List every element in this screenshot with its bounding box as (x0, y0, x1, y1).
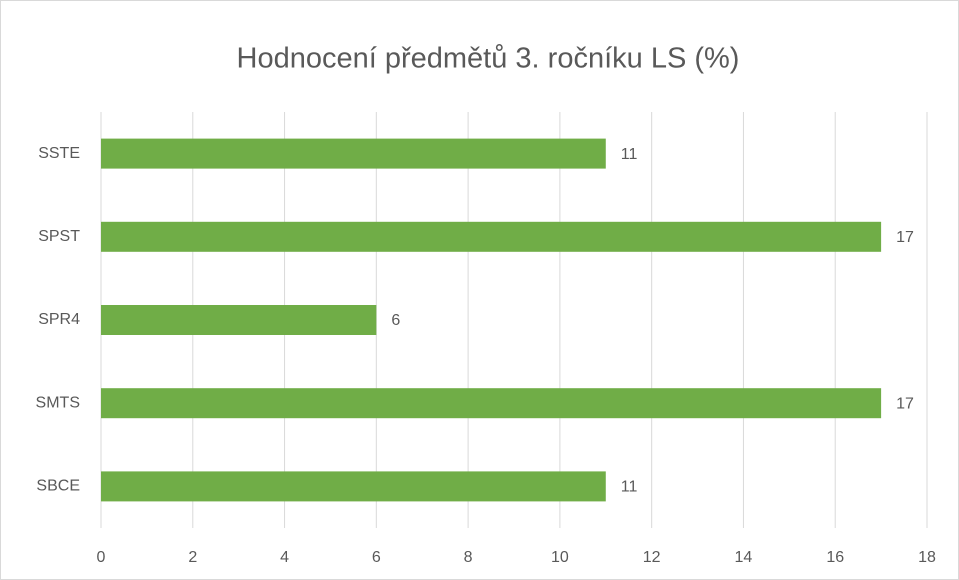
x-tick-label: 6 (372, 549, 381, 566)
x-tick-label: 14 (735, 549, 753, 566)
bar (101, 221, 882, 252)
data-label: 11 (621, 479, 638, 496)
bar (101, 388, 882, 419)
bar (101, 305, 377, 335)
x-tick-label: 18 (918, 549, 936, 566)
data-label: 17 (896, 395, 914, 412)
chart-title: Hodnocení předmětů 3. ročníku LS (%) (237, 43, 740, 75)
bar (101, 138, 606, 169)
x-tick-label: 4 (280, 549, 289, 566)
data-label: 6 (391, 312, 400, 329)
y-tick-label: SMTS (36, 394, 80, 411)
y-tick-label: SPST (38, 228, 80, 245)
y-tick-label: SBCE (36, 478, 80, 495)
y-tick-label: SSTE (38, 145, 80, 162)
x-tick-label: 8 (464, 549, 473, 566)
x-tick-label: 16 (826, 549, 844, 566)
x-tick-label: 0 (97, 549, 106, 566)
bar (101, 471, 606, 502)
x-tick-label: 2 (188, 549, 197, 566)
x-tick-label: 10 (551, 549, 569, 566)
data-label: 11 (621, 146, 638, 163)
x-tick-label: 12 (643, 549, 661, 566)
y-tick-label: SPR4 (38, 311, 80, 328)
data-label: 17 (896, 229, 914, 246)
